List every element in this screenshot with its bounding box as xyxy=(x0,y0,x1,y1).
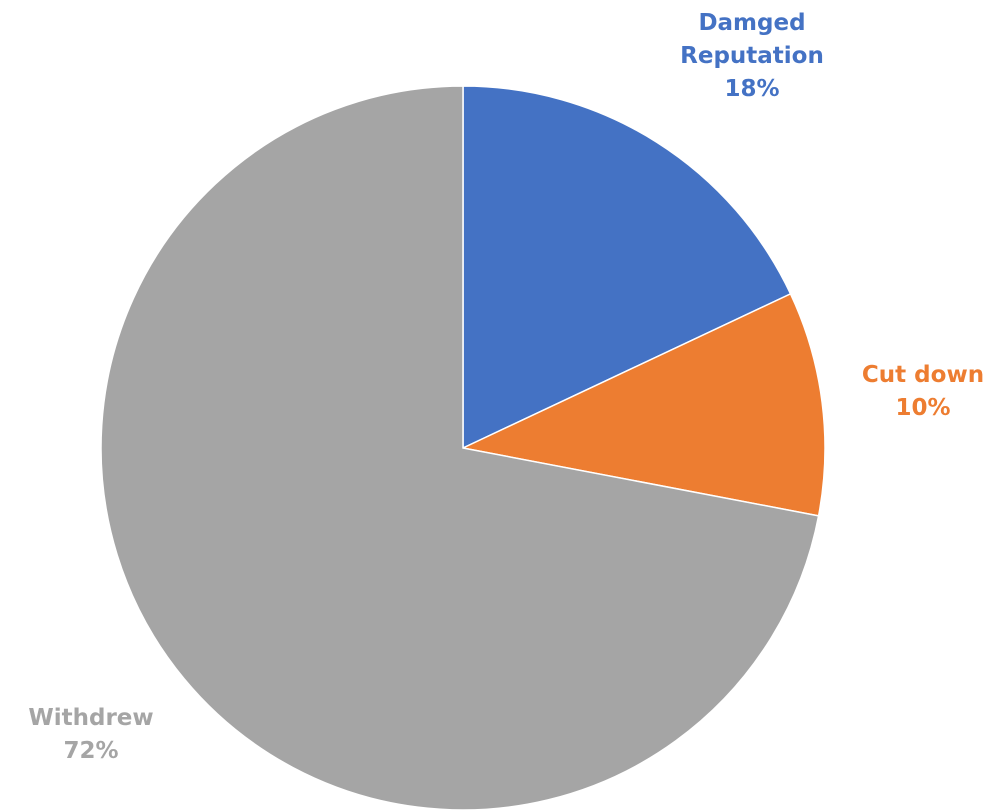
pie-slices xyxy=(100,85,826,811)
slice-category-label: Reputation xyxy=(680,43,824,69)
pie-slice-2 xyxy=(460,292,826,517)
pie-labels: Damged Reputation 18% Cut down 10% Withdrew 72… xyxy=(28,10,984,764)
slice-percent-label: 72% xyxy=(63,738,118,764)
slice-category-label: Withdrew xyxy=(28,705,153,731)
pie-slice-label-1: Damged Reputation 18% xyxy=(680,10,824,102)
pie-slice-label-2: Cut down 10% xyxy=(862,362,984,421)
slice-percent-label: 10% xyxy=(895,395,950,421)
pie-slice-label-3: Withdrew 72% xyxy=(28,705,153,764)
pie-slice-1 xyxy=(462,85,792,450)
slice-category-label: Cut down xyxy=(862,362,984,388)
slice-percent-label: 18% xyxy=(724,76,779,102)
slice-category-label: Damged xyxy=(698,10,805,36)
pie-slice-3 xyxy=(100,85,820,811)
